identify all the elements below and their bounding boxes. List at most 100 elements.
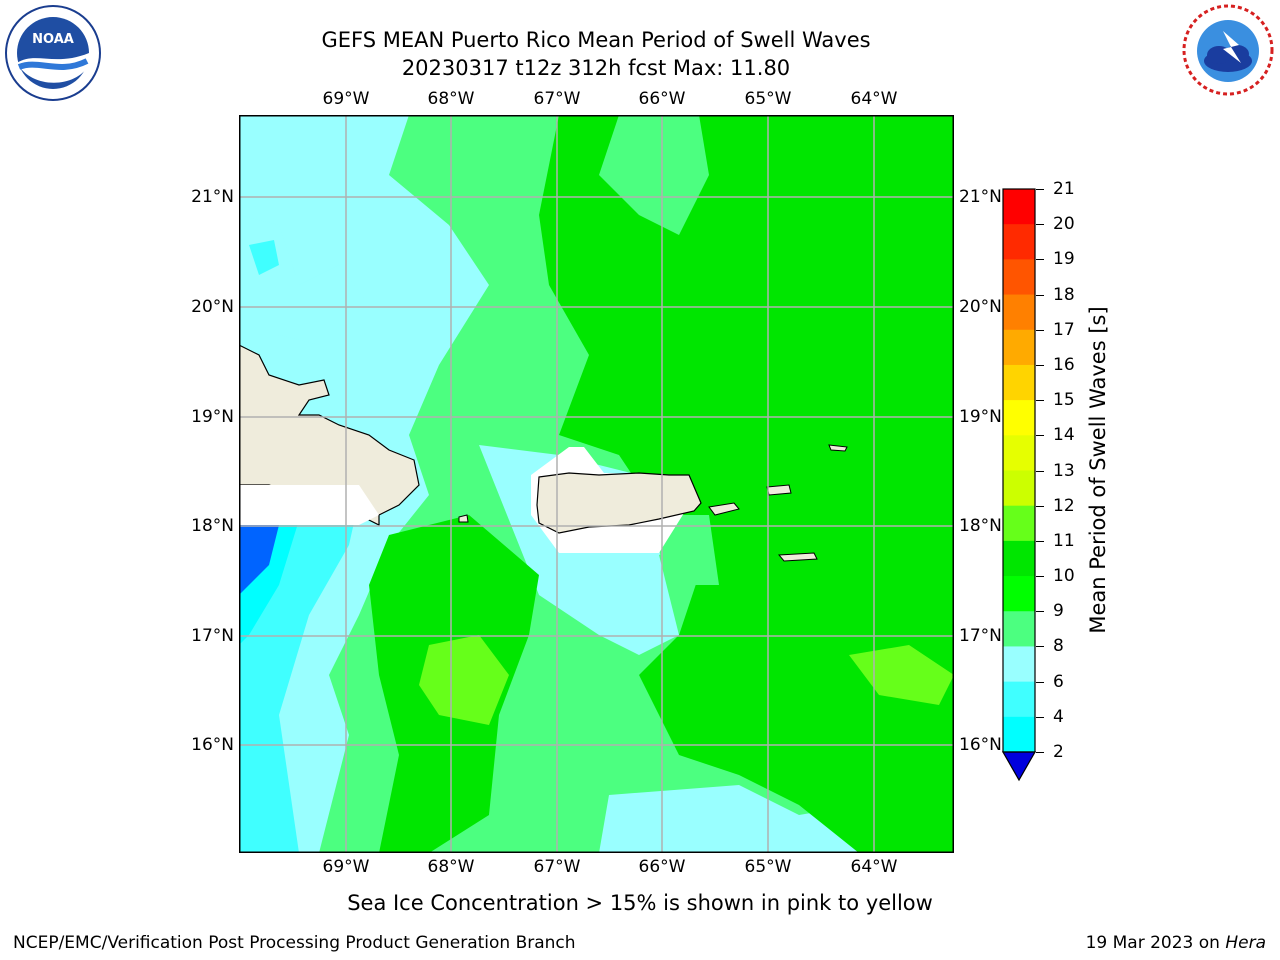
credit-right: 19 Mar 2023 on Hera — [1086, 933, 1266, 953]
colorbar-tick-mark — [1036, 540, 1044, 542]
colorbar-tick-label: 2 — [1053, 742, 1064, 762]
colorbar-tick-mark — [1036, 189, 1044, 190]
virgin-islands — [708, 502, 740, 516]
colorbar-segment — [1003, 611, 1035, 647]
colorbar-segments — [1003, 189, 1035, 753]
lon-label-bottom: 65°W — [744, 857, 792, 877]
footnote-text: Sea Ice Concentration > 15% is shown in … — [347, 891, 933, 915]
lat-label-left: 16°N — [191, 735, 234, 755]
colorbar-segment — [1003, 259, 1035, 296]
lon-label-bottom: 67°W — [533, 857, 581, 877]
colorbar-segment — [1003, 189, 1035, 225]
lon-label-top: 64°W — [850, 89, 898, 109]
colorbar-extend-arrow — [1002, 751, 1036, 782]
lon-label-top: 69°W — [322, 89, 370, 109]
credit-date: 19 Mar 2023 on — [1085, 933, 1226, 953]
colorbar-frame — [1002, 188, 1036, 753]
colorbar-tick-label: 8 — [1053, 636, 1064, 657]
lat-label-right: 20°N — [959, 297, 1002, 317]
colorbar-tick-label: 10 — [1053, 566, 1075, 587]
colorbar-tick-mark — [1036, 716, 1044, 718]
lon-label-top: 65°W — [744, 89, 792, 109]
colorbar-segment — [1003, 329, 1035, 366]
lat-label-left: 20°N — [191, 297, 234, 317]
lon-label-top: 67°W — [533, 89, 581, 109]
colorbar-tick-mark — [1036, 364, 1044, 366]
lat-label-left: 21°N — [191, 187, 234, 207]
colorbar-tick-label: 14 — [1053, 425, 1075, 446]
lon-label-top: 66°W — [638, 89, 686, 109]
nws-logo — [1182, 4, 1274, 96]
lat-label-right: 18°N — [959, 516, 1002, 536]
colorbar-label: Mean Period of Swell Waves [s] — [1086, 306, 1110, 634]
noaa-logo: NOAA — [5, 5, 101, 101]
colorbar-segment — [1003, 470, 1035, 507]
colorbar-tick-label: 21 — [1053, 179, 1075, 199]
colorbar-tick-mark — [1036, 681, 1044, 683]
st-thomas — [766, 484, 792, 496]
colorbar-segment — [1003, 224, 1035, 260]
colorbar-tick-mark — [1036, 752, 1044, 753]
credit-left: NCEP/EMC/Verification Post Processing Pr… — [13, 933, 576, 953]
lon-label-bottom: 68°W — [427, 857, 475, 877]
colorbar-segment — [1003, 716, 1035, 753]
lat-label-right: 19°N — [959, 407, 1002, 427]
chart-subtitle: 20230317 t12z 312h fcst Max: 11.80 — [401, 56, 791, 80]
colorbar-tick-mark — [1036, 470, 1044, 472]
colorbar-segment — [1003, 576, 1035, 612]
colorbar-tick-label: 9 — [1053, 601, 1064, 622]
field-6-8-nw — [249, 240, 279, 275]
colorbar-tick-label: 12 — [1053, 495, 1075, 516]
colorbar-tick-label: 11 — [1053, 530, 1075, 551]
lon-label-bottom: 69°W — [322, 857, 370, 877]
colorbar-segment — [1003, 435, 1035, 471]
colorbar-segment — [1003, 681, 1035, 718]
colorbar-tick-mark — [1036, 224, 1044, 226]
colorbar-tick-label: 18 — [1053, 284, 1075, 305]
credit-host: Hera — [1225, 933, 1266, 953]
anegada — [828, 444, 848, 452]
colorbar-tick-label: 16 — [1053, 354, 1075, 375]
field-10-11-east — [539, 115, 954, 853]
colorbar-tick-mark — [1036, 646, 1044, 648]
lon-label-bottom: 66°W — [638, 857, 686, 877]
map-frame — [239, 115, 954, 853]
lat-label-left: 19°N — [191, 407, 234, 427]
lon-label-top: 68°W — [427, 89, 475, 109]
lat-label-right: 21°N — [959, 187, 1002, 207]
colorbar-segment — [1003, 364, 1035, 401]
gridlines — [239, 115, 954, 853]
field-8-9-south — [599, 785, 879, 853]
colorbar — [1002, 188, 1036, 782]
colorbar-tick-mark — [1036, 611, 1044, 613]
lon-label-bottom: 64°W — [850, 857, 898, 877]
lat-label-right: 16°N — [959, 735, 1002, 755]
colorbar-tick-label: 19 — [1053, 249, 1075, 270]
field-9-10-north — [599, 115, 709, 235]
colorbar-segment — [1003, 646, 1035, 683]
colorbar-tick-label: 4 — [1053, 706, 1064, 727]
colorbar-segment — [1003, 400, 1035, 436]
colorbar-tick-mark — [1036, 576, 1044, 578]
colorbar-tick-label: 13 — [1053, 460, 1075, 481]
colorbar-tick-label: 17 — [1053, 319, 1075, 340]
colorbar-segment — [1003, 294, 1035, 331]
field-2-4 — [239, 525, 279, 595]
field-11-12-b — [849, 645, 954, 705]
colorbar-tick-label: 15 — [1053, 390, 1075, 411]
chart-title: GEFS MEAN Puerto Rico Mean Period of Swe… — [321, 28, 871, 52]
colorbar-tick-label: 20 — [1053, 214, 1075, 235]
colorbar-tick-mark — [1036, 435, 1044, 437]
colorbar-tick-mark — [1036, 329, 1044, 331]
hispaniola-mask — [239, 485, 379, 525]
lat-label-left: 17°N — [191, 626, 234, 646]
swell-period-map — [239, 115, 954, 853]
lat-label-right: 17°N — [959, 626, 1002, 646]
colorbar-tick-mark — [1036, 294, 1044, 296]
lat-label-left: 18°N — [191, 516, 234, 536]
colorbar-tick-mark — [1036, 400, 1044, 402]
colorbar-tick-label: 6 — [1053, 671, 1064, 692]
colorbar-tick-mark — [1036, 259, 1044, 261]
colorbar-segment — [1003, 505, 1035, 542]
st-croix — [777, 552, 818, 562]
